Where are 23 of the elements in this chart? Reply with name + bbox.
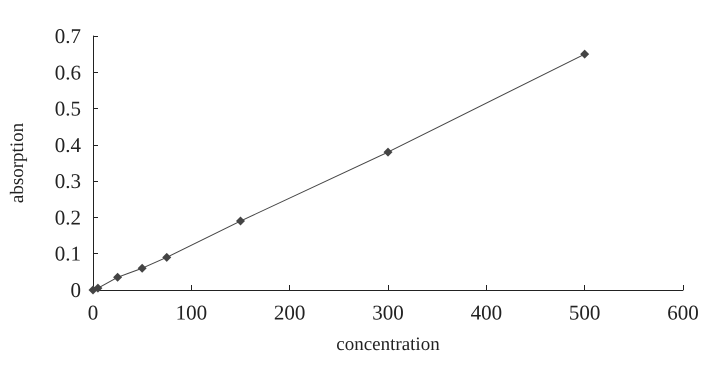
y-tick-label: 0.4 <box>54 132 82 157</box>
y-tick-label: 0 <box>70 278 81 302</box>
point <box>162 252 172 262</box>
x-tick-label: 200 <box>274 300 306 324</box>
point <box>384 148 392 157</box>
x-tick-label: 0 <box>88 300 98 324</box>
y-tick-label: 0.7 <box>54 24 81 48</box>
x-axis-title: concentration <box>336 334 440 355</box>
y-tick-label: 0.3 <box>54 169 81 194</box>
point <box>113 272 122 282</box>
point <box>580 50 590 59</box>
y-tick-label: 0.5 <box>54 96 81 121</box>
x-tick-label: 400 <box>470 300 502 324</box>
y-tick-label: 0.1 <box>54 242 81 266</box>
y-tick-label: 0.6 <box>54 60 81 84</box>
x-tick-label: 100 <box>176 300 208 324</box>
x-tick-label: 300 <box>372 300 404 324</box>
point <box>138 264 147 273</box>
x-tick-label: 500 <box>568 300 600 324</box>
y-tick-label: 0.2 <box>54 205 81 230</box>
y-axis-title: absorption <box>7 122 28 204</box>
x-tick-label: 600 <box>667 300 699 324</box>
point <box>236 216 245 226</box>
